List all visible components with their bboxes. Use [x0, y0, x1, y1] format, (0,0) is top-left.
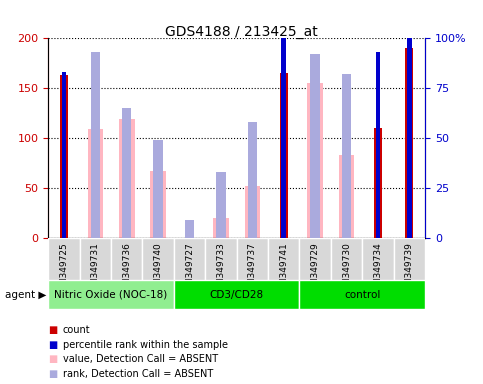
Text: GSM349734: GSM349734	[373, 242, 383, 297]
Text: GSM349740: GSM349740	[154, 242, 163, 297]
FancyBboxPatch shape	[48, 238, 80, 280]
Text: Nitric Oxide (NOC-18): Nitric Oxide (NOC-18)	[55, 290, 168, 300]
Text: GDS4188 / 213425_at: GDS4188 / 213425_at	[165, 25, 318, 39]
Text: rank, Detection Call = ABSENT: rank, Detection Call = ABSENT	[63, 369, 213, 379]
Bar	[248, 122, 257, 238]
FancyBboxPatch shape	[111, 238, 142, 280]
Bar	[374, 128, 382, 238]
FancyBboxPatch shape	[268, 238, 299, 280]
Bar	[122, 108, 131, 238]
Text: GSM349733: GSM349733	[216, 242, 226, 297]
FancyBboxPatch shape	[205, 238, 237, 280]
FancyBboxPatch shape	[331, 238, 362, 280]
Text: GSM349741: GSM349741	[279, 242, 288, 297]
Bar	[87, 129, 103, 238]
Text: GSM349731: GSM349731	[91, 242, 100, 297]
Bar	[282, 8, 286, 238]
Bar	[280, 73, 288, 238]
Bar	[376, 52, 380, 238]
FancyBboxPatch shape	[174, 280, 299, 309]
FancyBboxPatch shape	[237, 238, 268, 280]
Text: agent ▶: agent ▶	[5, 290, 46, 300]
Text: GSM349730: GSM349730	[342, 242, 351, 297]
Bar	[213, 218, 229, 238]
FancyBboxPatch shape	[299, 280, 425, 309]
FancyBboxPatch shape	[48, 280, 174, 309]
Bar	[407, 38, 412, 238]
FancyBboxPatch shape	[362, 238, 394, 280]
Text: ■: ■	[48, 325, 57, 335]
Text: value, Detection Call = ABSENT: value, Detection Call = ABSENT	[63, 354, 218, 364]
Text: GSM349736: GSM349736	[122, 242, 131, 297]
Bar	[307, 83, 323, 238]
Bar	[91, 52, 100, 238]
Bar	[154, 140, 163, 238]
Text: GSM349725: GSM349725	[59, 242, 69, 297]
Text: percentile rank within the sample: percentile rank within the sample	[63, 340, 228, 350]
Bar	[311, 55, 320, 238]
Bar	[60, 75, 68, 238]
FancyBboxPatch shape	[394, 238, 425, 280]
Text: GSM349737: GSM349737	[248, 242, 257, 297]
Bar	[244, 186, 260, 238]
Bar	[119, 119, 135, 238]
Text: GSM349739: GSM349739	[405, 242, 414, 297]
Text: ■: ■	[48, 340, 57, 350]
Text: CD3/CD28: CD3/CD28	[210, 290, 264, 300]
Text: ■: ■	[48, 354, 57, 364]
Bar	[150, 171, 166, 238]
Text: ■: ■	[48, 369, 57, 379]
Bar	[405, 48, 413, 238]
FancyBboxPatch shape	[299, 238, 331, 280]
Text: count: count	[63, 325, 90, 335]
FancyBboxPatch shape	[80, 238, 111, 280]
Text: GSM349729: GSM349729	[311, 242, 320, 297]
Bar	[339, 155, 355, 238]
FancyBboxPatch shape	[174, 238, 205, 280]
Bar	[62, 72, 66, 238]
FancyBboxPatch shape	[142, 238, 174, 280]
Text: GSM349727: GSM349727	[185, 242, 194, 297]
Bar	[185, 220, 194, 238]
Bar	[342, 74, 351, 238]
Text: control: control	[344, 290, 381, 300]
Bar	[216, 172, 226, 238]
